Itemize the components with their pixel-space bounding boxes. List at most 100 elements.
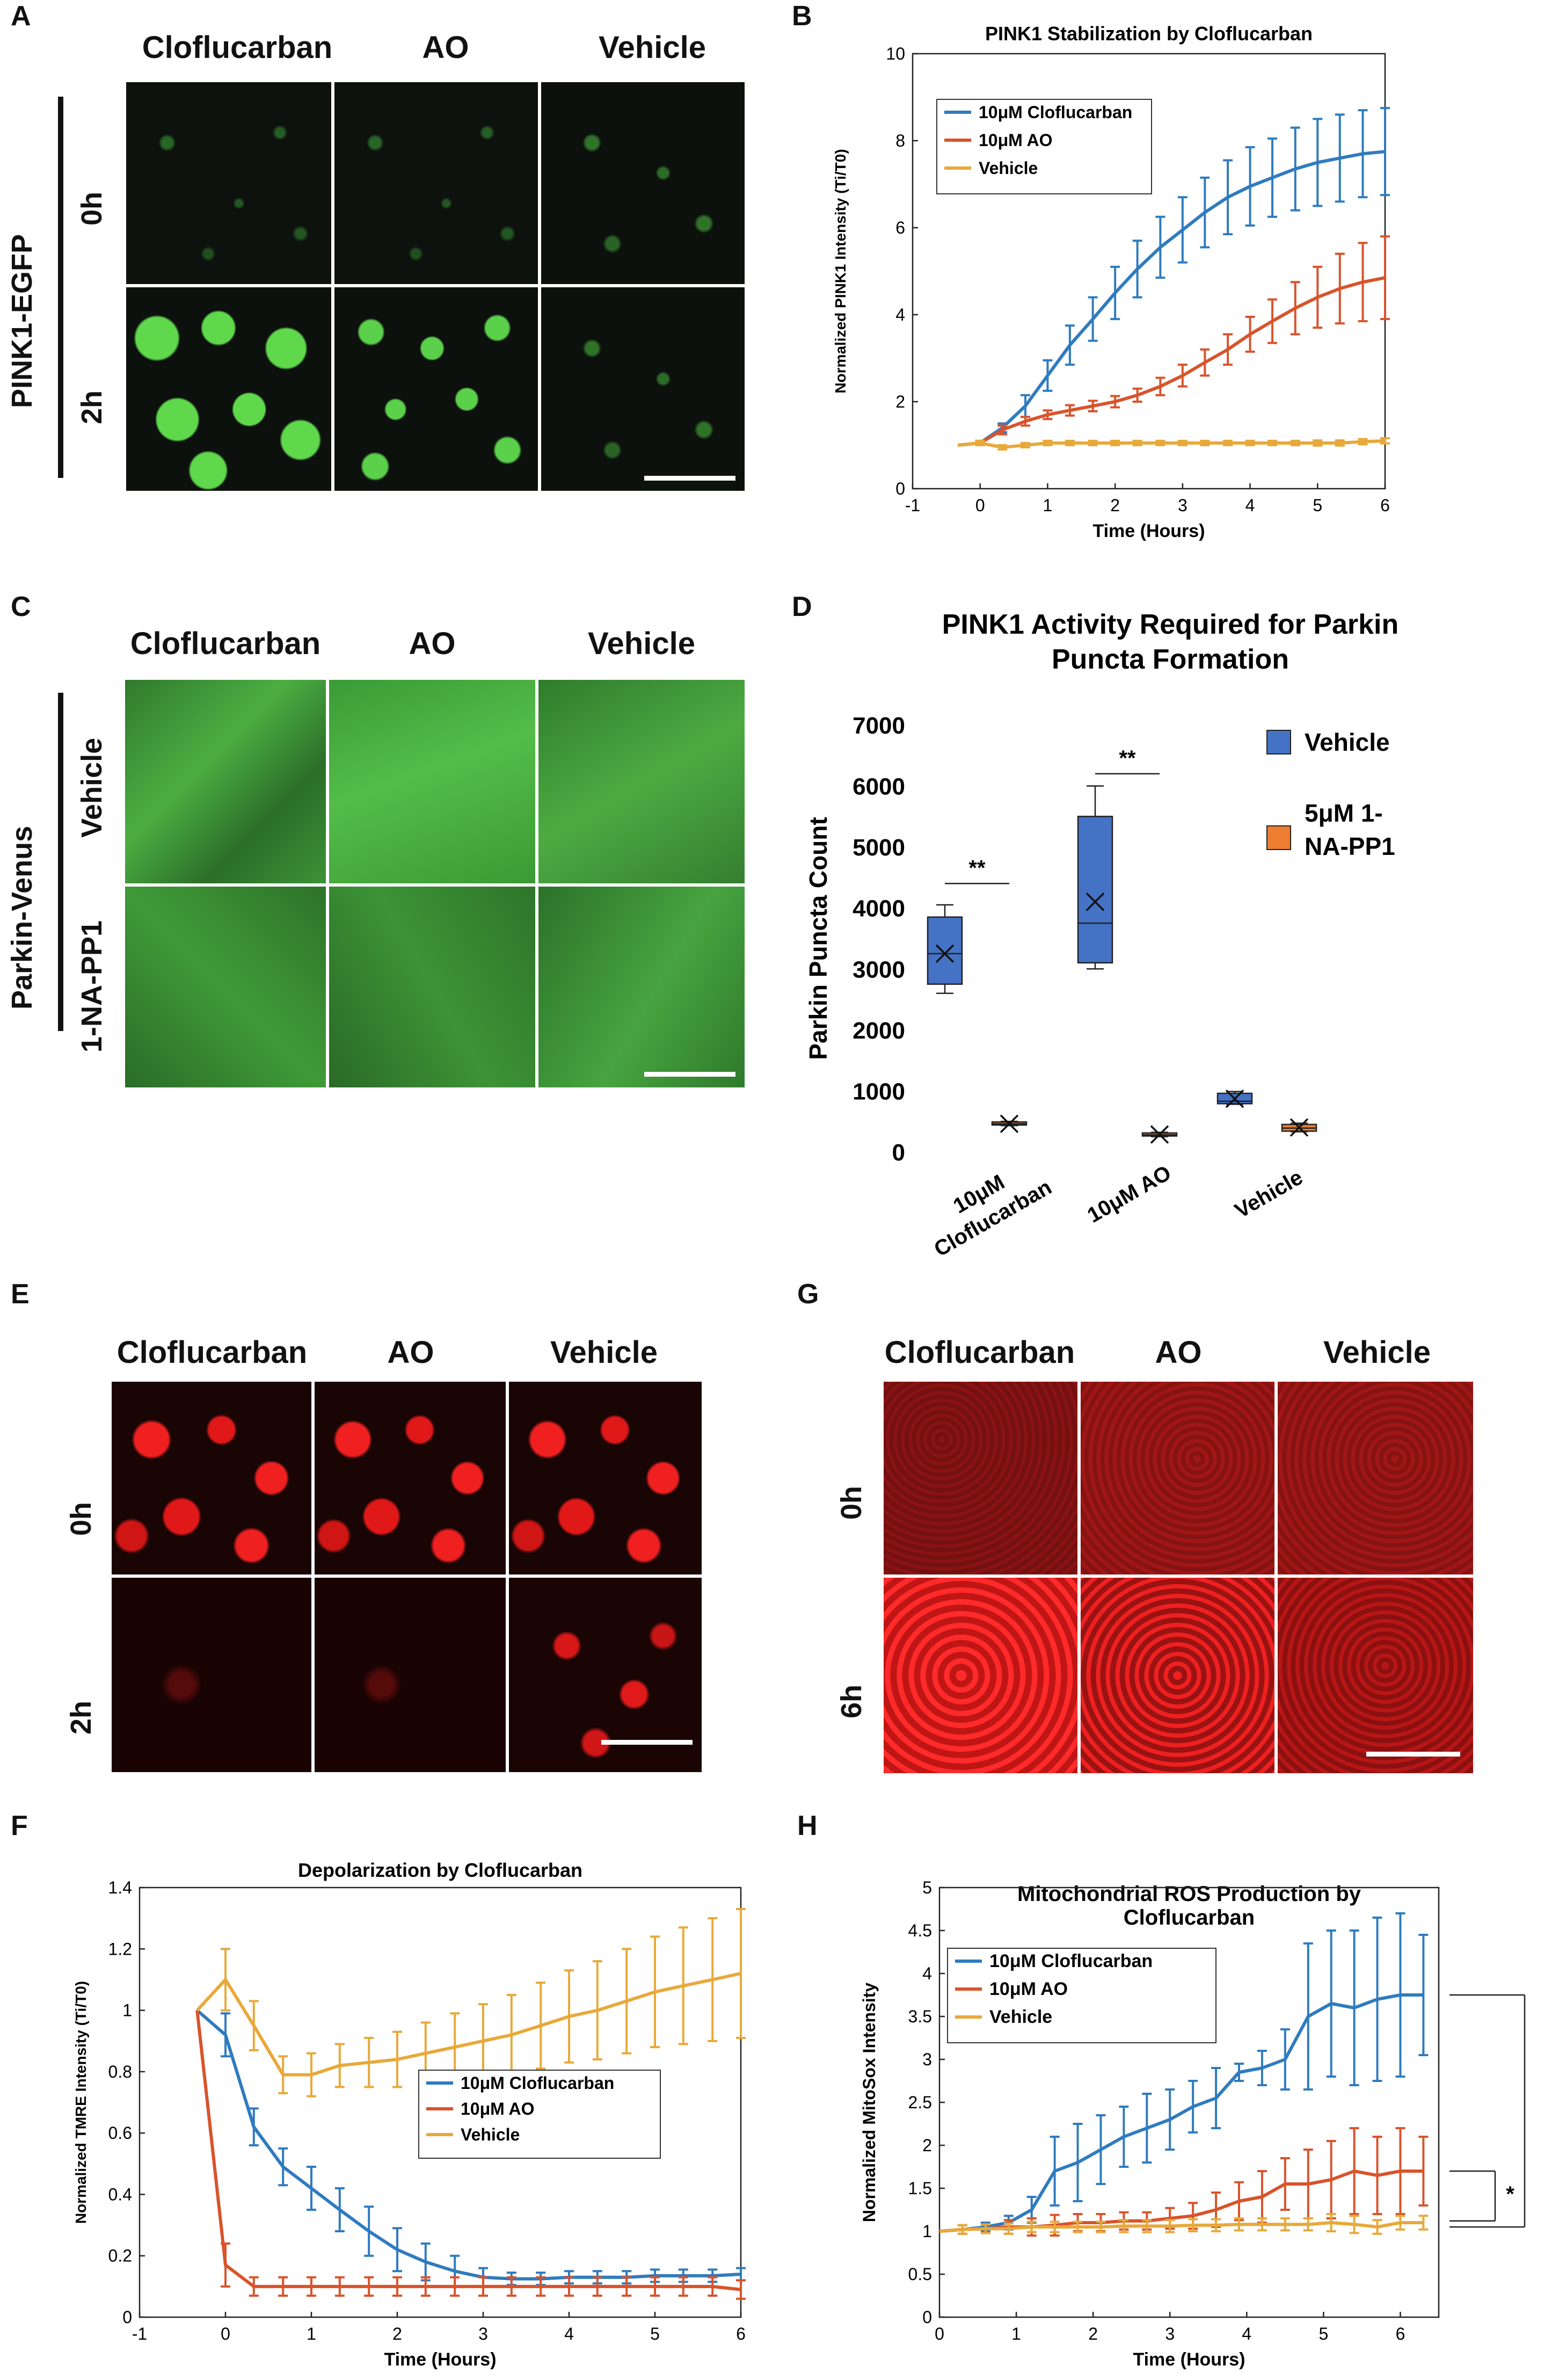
panel-a-col-ao: AO <box>422 30 469 65</box>
panel-c-col-vehicle: Vehicle <box>588 626 695 661</box>
panel-e-col-ao: AO <box>387 1335 434 1370</box>
micrograph-g-cloflucarban-6h <box>882 1576 1079 1775</box>
panel-g-col-cloflucarban: Cloflucarban <box>884 1335 1075 1370</box>
x-tick-label: 3 <box>478 2324 488 2343</box>
micrograph-g-cloflucarban-0h <box>882 1380 1079 1576</box>
legend-swatch <box>1266 825 1291 850</box>
panel-a-col-cloflucarban: Cloflucarban <box>142 30 333 65</box>
panel-a-side-label: PINK1-EGFP <box>6 234 38 408</box>
panel-label-e: E <box>11 1279 30 1310</box>
panel-e-col-cloflucarban: Cloflucarban <box>116 1335 308 1370</box>
micrograph-e-vehicle-2h <box>507 1576 703 1774</box>
box-mean-marker <box>1225 1089 1244 1108</box>
legend-swatch <box>1266 730 1291 754</box>
chart-title: PINK1 Stabilization by Cloflucarban <box>985 23 1313 45</box>
y-tick-label: 6 <box>895 218 905 237</box>
scale-bar-c <box>644 1072 735 1077</box>
y-tick-label: 1 <box>922 2222 932 2241</box>
x-tick-label: 5 <box>650 2324 660 2343</box>
panel-label-b: B <box>792 1 812 32</box>
panel-a-side-bar <box>58 97 63 478</box>
x-tick-label: 0 <box>935 2324 944 2343</box>
micrograph-c-cloflucarban-1napp1 <box>123 885 327 1089</box>
box-mean-marker <box>1290 1118 1309 1137</box>
y-tick-label: 5 <box>922 1878 932 1897</box>
micrograph-c-cloflucarban-vehicle <box>123 678 327 885</box>
x-tick-label: 6 <box>736 2324 746 2343</box>
legend-box <box>936 99 1152 194</box>
legend-label: 10μM Cloflucarban <box>461 2073 614 2093</box>
panel-c-row-vehicle: Vehicle <box>76 737 108 838</box>
x-tick-label: 4 <box>1245 496 1255 515</box>
legend-label: Vehicle <box>979 158 1038 178</box>
legend-label: Vehicle <box>1305 728 1390 756</box>
y-tick-label: 0.2 <box>108 2246 132 2266</box>
category-label-group: Vehicle <box>1231 1165 1307 1223</box>
legend-label-line2: NA-PP1 <box>1305 832 1395 860</box>
x-tick-label: 2 <box>1110 496 1120 515</box>
panel-a-col-vehicle: Vehicle <box>599 30 706 65</box>
legend-label: 10μM AO <box>979 130 1053 150</box>
series-line-1 <box>195 2010 741 2291</box>
x-axis-label: Time (Hours) <box>384 2349 496 2370</box>
y-tick-label: 6000 <box>853 774 905 800</box>
micrograph-g-vehicle-0h <box>1276 1380 1475 1576</box>
y-tick-label: 4 <box>922 1964 932 1983</box>
panel-a-row-0h: 0h <box>76 191 108 226</box>
category-label-group: 10μM AO <box>1083 1161 1175 1228</box>
box-mean-marker <box>935 944 955 963</box>
panel-label-a: A <box>11 1 31 32</box>
y-tick-label: 3.5 <box>908 2007 932 2026</box>
micrograph-a-ao-2h <box>333 286 540 492</box>
panel-label-h: H <box>797 1810 818 1841</box>
scale-bar-a <box>644 476 735 481</box>
series-line-1 <box>957 276 1386 447</box>
legend-label: 10μM AO <box>461 2099 535 2118</box>
panel-e-row-2h: 2h <box>65 1700 97 1735</box>
x-tick-label: 5 <box>1313 496 1322 515</box>
panel-c-col-ao: AO <box>409 626 456 661</box>
y-tick-label: 3000 <box>853 956 905 983</box>
y-tick-label: 1 <box>122 2001 132 2020</box>
scale-bar-g <box>1366 1752 1460 1757</box>
x-tick-label: 3 <box>1178 496 1188 515</box>
y-tick-label: 10 <box>886 44 905 63</box>
legend-label: Vehicle <box>461 2125 520 2144</box>
y-axis-label: Parkin Puncta Count <box>804 817 832 1060</box>
y-tick-label: 4.5 <box>908 1921 932 1940</box>
y-tick-label: 1.2 <box>108 1939 132 1958</box>
panel-label-d: D <box>792 591 812 622</box>
panel-c-col-cloflucarban: Cloflucarban <box>130 626 321 661</box>
x-tick-label: 1 <box>1043 496 1053 515</box>
chart-title: Depolarization by Cloflucarban <box>298 1859 582 1881</box>
chart-b-pink1-stabilization: PINK1 Stabilization by Cloflucarban-1 0 1 2… <box>832 23 1390 541</box>
legend-label: 10μM AO <box>989 1979 1068 1999</box>
significance-label: ** <box>1538 2102 1546 2120</box>
x-tick-label: 4 <box>1242 2324 1251 2343</box>
significance-label: ** <box>968 856 986 880</box>
x-axis-label: Time (Hours) <box>1133 2349 1245 2370</box>
y-axis-label: Normalized TMRE Intensity (Ti/T0) <box>72 1981 89 2224</box>
micrograph-a-cloflucarban-2h <box>125 286 333 492</box>
y-axis-label: Normalized MitoSox Intensity <box>859 1983 879 2222</box>
y-tick-label: 0.6 <box>108 2123 132 2143</box>
y-tick-label: 1.5 <box>908 2179 932 2198</box>
micrograph-g-vehicle-6h <box>1276 1576 1475 1775</box>
y-tick-label: 2 <box>922 2136 932 2155</box>
series-line-2 <box>939 2221 1424 2233</box>
chart-title: Mitochondrial ROS Production by <box>1017 1882 1361 1906</box>
significance-label: ** <box>1119 746 1136 770</box>
panel-label-f: F <box>11 1810 28 1841</box>
y-tick-label: 0.5 <box>908 2265 932 2284</box>
plot-frame <box>139 1886 742 2318</box>
panel-g-col-vehicle: Vehicle <box>1323 1335 1431 1370</box>
x-tick-label: 1 <box>307 2324 316 2343</box>
panel-e-col-vehicle: Vehicle <box>550 1335 658 1370</box>
x-tick-label: 3 <box>1165 2324 1175 2343</box>
micrograph-e-ao-2h <box>313 1576 507 1774</box>
micrograph-e-vehicle-0h <box>507 1380 703 1576</box>
scale-bar-e <box>601 1740 693 1745</box>
micrograph-c-ao-1napp1 <box>327 885 537 1089</box>
panel-c-row-1napp1: 1-NA-PP1 <box>76 920 108 1053</box>
micrograph-g-ao-0h <box>1079 1380 1276 1576</box>
